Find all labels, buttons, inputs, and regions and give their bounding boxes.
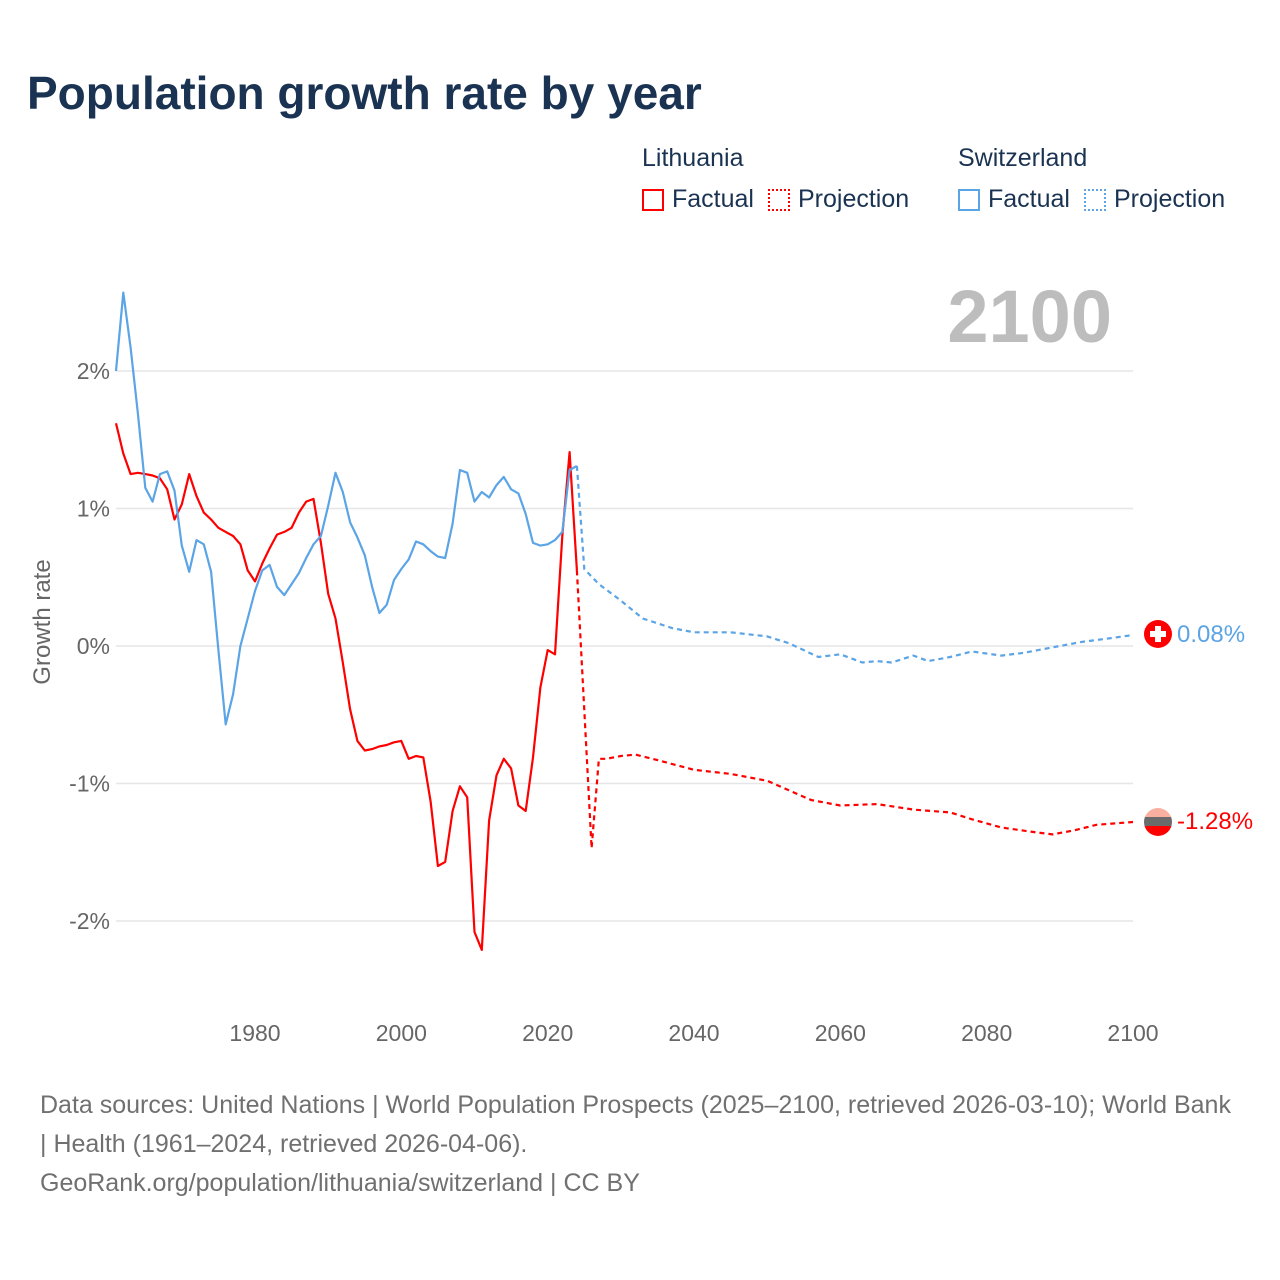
lithuania-flag-icon bbox=[1144, 808, 1172, 836]
x-tick-label: 1980 bbox=[229, 1020, 280, 1046]
legend-label: Factual bbox=[988, 185, 1070, 213]
data-sources: Data sources: United Nations | World Pop… bbox=[40, 1091, 1231, 1158]
legend-label: Factual bbox=[672, 185, 754, 213]
x-tick-label: 2000 bbox=[376, 1020, 427, 1046]
dotted-swatch-icon bbox=[767, 188, 790, 211]
solid-swatch-icon bbox=[958, 188, 980, 211]
switzerland-factual-line bbox=[114, 291, 578, 726]
legend-group-name: Switzerland bbox=[958, 144, 1088, 172]
legend-switzerland: Switzerland Factual Projection bbox=[958, 144, 1225, 214]
legend-item-lithuania-projection[interactable]: Projection bbox=[767, 185, 910, 214]
lithuania-projection-line bbox=[575, 570, 1134, 850]
dotted-swatch-icon bbox=[1083, 188, 1106, 211]
source-link[interactable]: GeoRank.org/population/lithuania/switzer… bbox=[40, 1169, 640, 1197]
legend-item-lithuania-factual[interactable]: Factual bbox=[642, 185, 754, 214]
legend-lithuania: Lithuania Factual Projection bbox=[642, 144, 909, 214]
legend-label: Projection bbox=[1113, 185, 1226, 213]
switzerland-flag-icon bbox=[1144, 620, 1172, 648]
legend-group-name: Lithuania bbox=[642, 144, 744, 172]
solid-swatch-icon bbox=[642, 188, 664, 211]
y-tick-label: 0% bbox=[77, 633, 110, 659]
y-tick-label: -1% bbox=[69, 771, 110, 797]
legend-item-switzerland-projection[interactable]: Projection bbox=[1083, 185, 1226, 214]
switzerland-end-value: 0.08% bbox=[1177, 621, 1245, 648]
x-tick-label: 2040 bbox=[668, 1020, 719, 1046]
legend-label: Projection bbox=[797, 185, 910, 213]
y-tick-label: 2% bbox=[77, 358, 110, 384]
x-tick-label: 2060 bbox=[815, 1020, 866, 1046]
x-tick-label: 2100 bbox=[1107, 1020, 1158, 1046]
lithuania-factual-line bbox=[114, 423, 578, 952]
y-tick-label: -2% bbox=[69, 908, 110, 934]
footer: Data sources: United Nations | World Pop… bbox=[40, 1086, 1240, 1203]
legend-item-switzerland-factual[interactable]: Factual bbox=[958, 185, 1070, 214]
chart-title: Population growth rate by year bbox=[27, 67, 702, 119]
y-tick-label: 1% bbox=[77, 496, 110, 522]
x-tick-label: 2020 bbox=[522, 1020, 573, 1046]
switzerland-projection-line bbox=[575, 465, 1134, 664]
y-axis-label: Growth rate bbox=[29, 559, 56, 684]
year-watermark: 2100 bbox=[947, 275, 1112, 358]
x-tick-label: 2080 bbox=[961, 1020, 1012, 1046]
lithuania-end-value: -1.28% bbox=[1177, 808, 1253, 835]
